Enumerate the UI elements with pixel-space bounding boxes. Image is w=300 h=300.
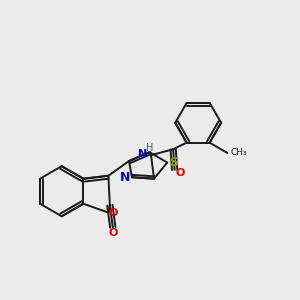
Text: O: O xyxy=(176,168,185,178)
Text: CH₃: CH₃ xyxy=(230,148,247,158)
Text: N: N xyxy=(138,149,147,159)
Text: O: O xyxy=(109,208,118,218)
Text: N: N xyxy=(120,171,130,184)
Text: H: H xyxy=(146,143,153,153)
Text: O: O xyxy=(108,228,118,238)
Text: S: S xyxy=(169,156,178,169)
